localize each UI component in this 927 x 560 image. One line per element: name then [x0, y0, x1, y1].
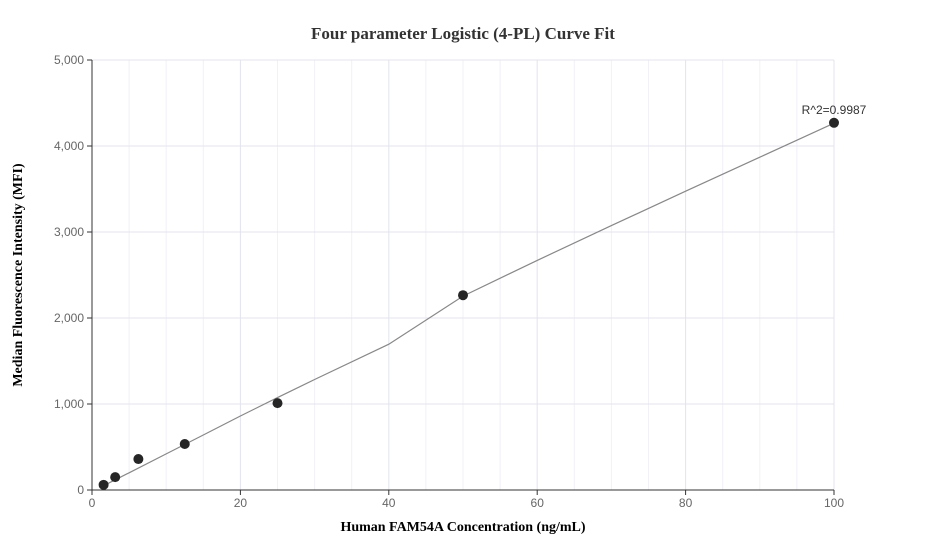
- y-tick-label: 4,000: [54, 139, 84, 153]
- chart-title: Four parameter Logistic (4-PL) Curve Fit: [311, 24, 615, 43]
- fit-curve: [103, 122, 835, 487]
- data-point: [179, 438, 190, 449]
- data-point: [829, 117, 839, 128]
- x-tick-label: 80: [679, 496, 693, 510]
- y-tick-label: 3,000: [54, 225, 84, 239]
- grid: [91, 59, 835, 491]
- data-point: [98, 479, 109, 490]
- y-tick-label: 1,000: [54, 397, 84, 411]
- r-squared-annotation: R^2=0.9987: [802, 103, 867, 117]
- data-point: [458, 290, 468, 301]
- data-point: [110, 472, 121, 483]
- x-tick-label: 0: [89, 496, 96, 510]
- y-axis-ticks: 0 1,000 2,000 3,000 4,000 5,000: [54, 53, 92, 497]
- data-points: [98, 117, 839, 490]
- y-tick-label: 2,000: [54, 311, 84, 325]
- x-tick-label: 20: [234, 496, 248, 510]
- x-tick-label: 40: [382, 496, 396, 510]
- x-tick-label: 100: [824, 496, 844, 510]
- x-tick-label: 60: [531, 496, 545, 510]
- data-point: [133, 454, 144, 465]
- y-tick-label: 5,000: [54, 53, 84, 67]
- data-point: [272, 398, 283, 409]
- y-axis-title: Median Fluorescence Intensity (MFI): [11, 163, 26, 387]
- x-axis-ticks: 0 20 40 60 80 100: [89, 490, 844, 510]
- y-tick-label: 0: [77, 483, 84, 497]
- x-axis-title: Human FAM54A Concentration (ng/mL): [340, 520, 585, 535]
